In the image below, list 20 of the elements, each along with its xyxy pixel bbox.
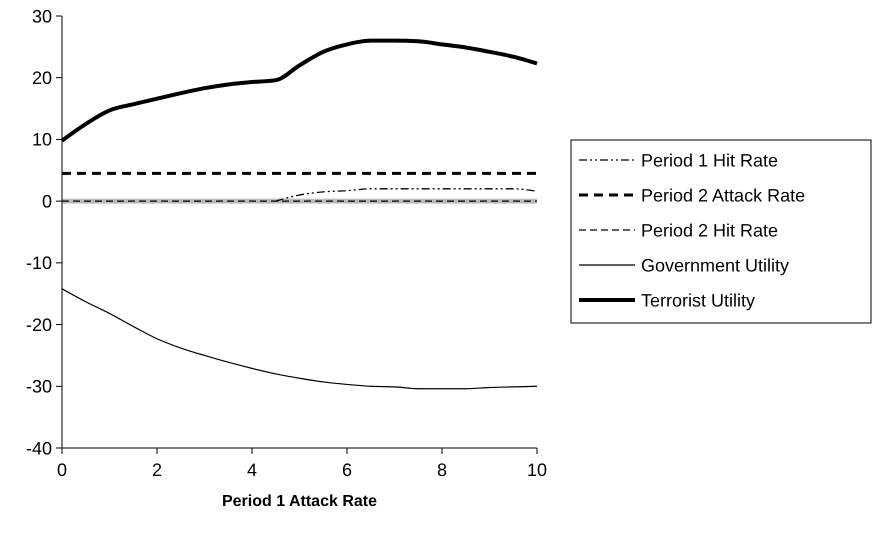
x-tick-label: 8 — [436, 460, 448, 480]
y-tick-label: -30 — [26, 376, 52, 397]
legend-label: Period 1 Hit Rate — [641, 150, 778, 170]
y-tick-label: 20 — [32, 68, 52, 88]
x-tick-label: 2 — [152, 460, 162, 480]
x-axis-title: Period 1 Attack Rate — [222, 493, 378, 510]
legend-label: Government Utility — [641, 255, 790, 276]
y-tick-label: 30 — [32, 6, 52, 26]
legend-label: Terrorist Utility — [641, 290, 756, 310]
legend-label: Period 2 Hit Rate — [641, 220, 778, 240]
y-tick-label: -20 — [26, 314, 52, 335]
x-tick-label: 4 — [246, 460, 258, 480]
x-tick-label: 6 — [342, 460, 352, 480]
y-tick-label: 0 — [42, 191, 52, 212]
legend-label: Period 2 Attack Rate — [641, 185, 806, 206]
x-tick-label: 10 — [526, 460, 548, 480]
x-tick-label: 0 — [56, 460, 68, 480]
y-tick-label: -10 — [26, 253, 52, 274]
y-tick-label: -40 — [26, 438, 52, 458]
y-tick-label: 10 — [32, 130, 52, 150]
